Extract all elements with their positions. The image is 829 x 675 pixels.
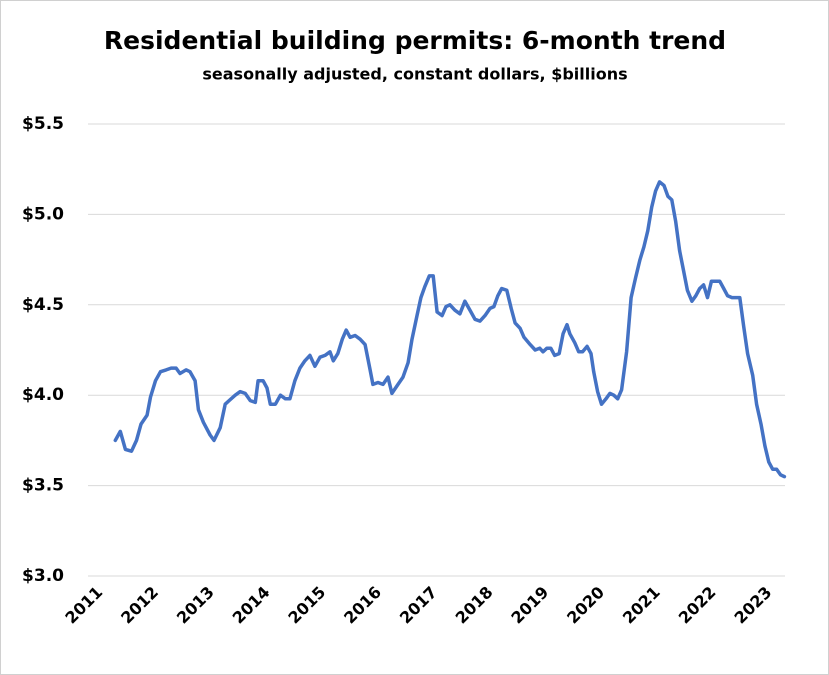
y-tick-label: $4.0 [22, 385, 64, 405]
y-tick-label: $3.0 [22, 566, 64, 586]
y-tick-label: $5.0 [22, 204, 64, 224]
chart-title: Residential building permits: 6-month tr… [104, 26, 726, 55]
y-tick-label: $3.5 [22, 476, 64, 496]
data-line [113, 180, 787, 479]
chart-subtitle: seasonally adjusted, constant dollars, $… [202, 65, 627, 84]
y-tick-label: $4.5 [22, 295, 64, 315]
y-tick-label: $5.5 [22, 114, 64, 134]
